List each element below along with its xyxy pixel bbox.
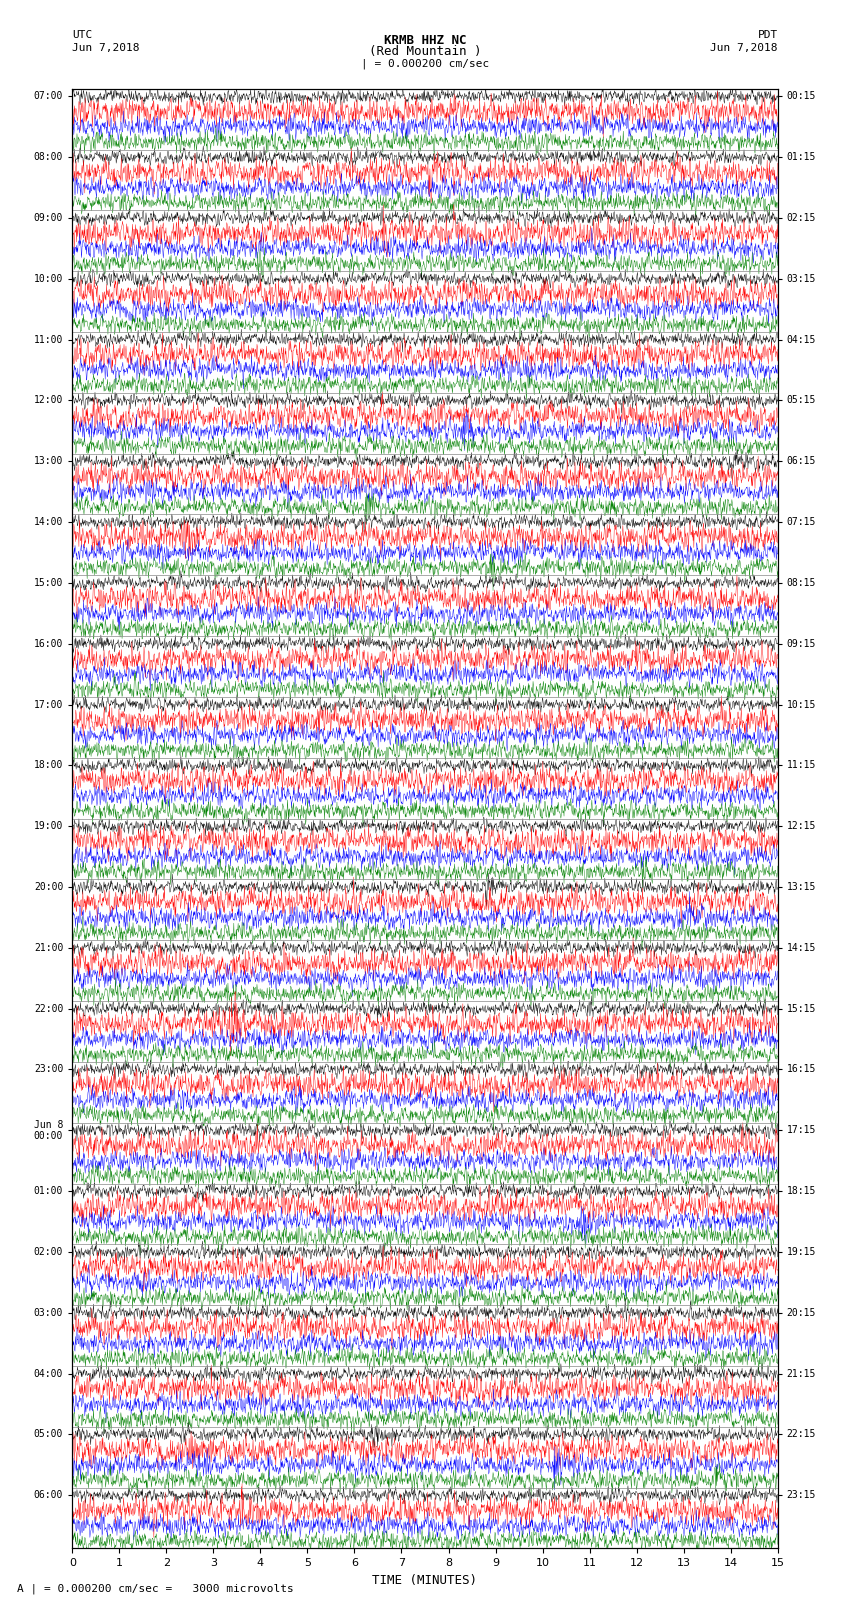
Text: UTC: UTC <box>72 31 93 40</box>
X-axis label: TIME (MINUTES): TIME (MINUTES) <box>372 1574 478 1587</box>
Text: (Red Mountain ): (Red Mountain ) <box>369 45 481 58</box>
Text: PDT: PDT <box>757 31 778 40</box>
Text: KRMB HHZ NC: KRMB HHZ NC <box>383 34 467 47</box>
Text: | = 0.000200 cm/sec: | = 0.000200 cm/sec <box>361 58 489 69</box>
Text: A | = 0.000200 cm/sec =   3000 microvolts: A | = 0.000200 cm/sec = 3000 microvolts <box>17 1584 294 1594</box>
Text: Jun 7,2018: Jun 7,2018 <box>711 44 778 53</box>
Text: Jun 7,2018: Jun 7,2018 <box>72 44 139 53</box>
